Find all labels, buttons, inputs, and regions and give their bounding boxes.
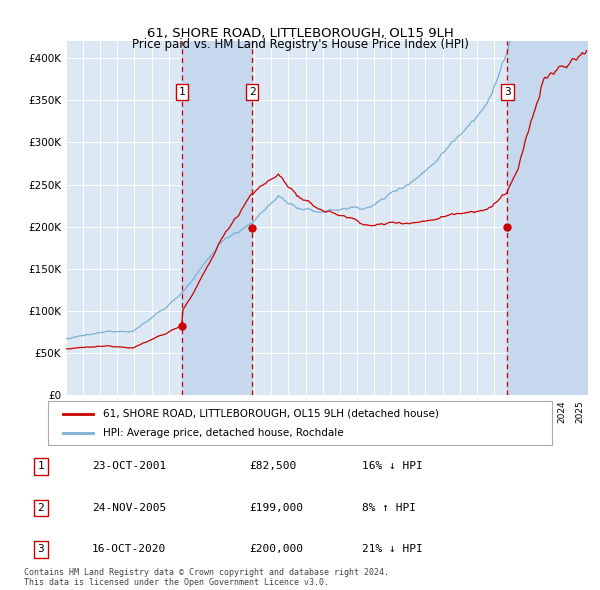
Text: 2: 2 bbox=[248, 87, 256, 97]
Text: £82,500: £82,500 bbox=[250, 461, 297, 471]
Text: 16% ↓ HPI: 16% ↓ HPI bbox=[362, 461, 423, 471]
Text: 3: 3 bbox=[504, 87, 511, 97]
Text: Price paid vs. HM Land Registry's House Price Index (HPI): Price paid vs. HM Land Registry's House … bbox=[131, 38, 469, 51]
Text: 61, SHORE ROAD, LITTLEBOROUGH, OL15 9LH (detached house): 61, SHORE ROAD, LITTLEBOROUGH, OL15 9LH … bbox=[103, 409, 439, 418]
Text: £200,000: £200,000 bbox=[250, 545, 304, 555]
Text: 3: 3 bbox=[38, 545, 44, 555]
Text: 23-OCT-2001: 23-OCT-2001 bbox=[92, 461, 166, 471]
Text: Contains HM Land Registry data © Crown copyright and database right 2024.
This d: Contains HM Land Registry data © Crown c… bbox=[24, 568, 389, 587]
Text: £199,000: £199,000 bbox=[250, 503, 304, 513]
Text: 1: 1 bbox=[179, 87, 185, 97]
Text: 8% ↑ HPI: 8% ↑ HPI bbox=[362, 503, 416, 513]
Bar bbox=[508, 41, 588, 395]
Text: 1: 1 bbox=[38, 461, 44, 471]
Text: 21% ↓ HPI: 21% ↓ HPI bbox=[362, 545, 423, 555]
Text: 24-NOV-2005: 24-NOV-2005 bbox=[92, 503, 166, 513]
Bar bbox=[182, 41, 252, 395]
Text: HPI: Average price, detached house, Rochdale: HPI: Average price, detached house, Roch… bbox=[103, 428, 344, 438]
Text: 2: 2 bbox=[38, 503, 44, 513]
Text: 16-OCT-2020: 16-OCT-2020 bbox=[92, 545, 166, 555]
Text: 61, SHORE ROAD, LITTLEBOROUGH, OL15 9LH: 61, SHORE ROAD, LITTLEBOROUGH, OL15 9LH bbox=[146, 27, 454, 40]
